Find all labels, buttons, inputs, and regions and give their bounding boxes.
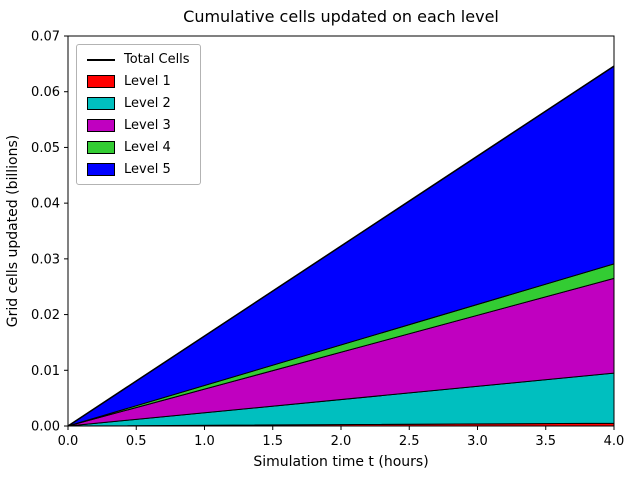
y-tick-label: 0.02 (31, 308, 60, 323)
y-tick-label: 0.03 (31, 252, 60, 267)
y-tick-label: 0.07 (31, 30, 60, 45)
y-axis-label: Grid cells updated (billions) (5, 135, 21, 327)
x-tick-label: 2.0 (331, 434, 352, 449)
y-tick-label: 0.05 (31, 141, 60, 156)
legend-label: Level 1 (124, 74, 171, 89)
x-tick-label: 4.0 (604, 434, 625, 449)
level-4-color-swatch (87, 141, 115, 154)
legend-item-level-3: Level 3 (87, 118, 190, 133)
x-axis-label: Simulation time t (hours) (253, 454, 428, 470)
legend-item-total-cells: Total Cells (87, 52, 190, 67)
legend: Total Cells Level 1 Level 2 Level 3 Leve… (76, 44, 201, 185)
y-tick-label: 0.00 (31, 420, 60, 435)
x-tick-label: 3.5 (535, 434, 556, 449)
legend-label: Level 2 (124, 96, 171, 111)
legend-item-level-4: Level 4 (87, 140, 190, 155)
legend-label: Level 3 (124, 118, 171, 133)
legend-item-level-5: Level 5 (87, 162, 190, 177)
stacked-areas (67, 65, 615, 427)
level-3-color-swatch (87, 119, 115, 132)
axes-ticks: 0.0 0.5 1.0 1.5 2.0 2.5 3.0 3.5 4.0 0.00 0.01 0.02 0… (31, 30, 624, 450)
x-tick-label: 2.5 (399, 434, 420, 449)
level-5-color-swatch (87, 163, 115, 176)
x-tick-label: 0.5 (126, 434, 147, 449)
legend-item-level-2: Level 2 (87, 96, 190, 111)
total-cells-line (67, 65, 615, 427)
legend-label: Level 5 (124, 162, 171, 177)
plot-border (67, 35, 615, 427)
y-tick-label: 0.04 (31, 197, 60, 212)
x-tick-label: 3.0 (467, 434, 488, 449)
y-tick-label: 0.01 (31, 364, 60, 379)
y-tick-label: 0.06 (31, 85, 60, 100)
level-2-color-swatch (87, 97, 115, 110)
chart-title: Cumulative cells updated on each level (183, 7, 499, 26)
total-cells-line-swatch (87, 58, 115, 61)
legend-label: Total Cells (124, 52, 190, 67)
level-1-color-swatch (87, 75, 115, 88)
x-tick-label: 0.0 (58, 434, 79, 449)
legend-item-level-1: Level 1 (87, 74, 190, 89)
legend-label: Level 4 (124, 140, 171, 155)
x-tick-label: 1.0 (194, 434, 215, 449)
x-tick-label: 1.5 (262, 434, 283, 449)
